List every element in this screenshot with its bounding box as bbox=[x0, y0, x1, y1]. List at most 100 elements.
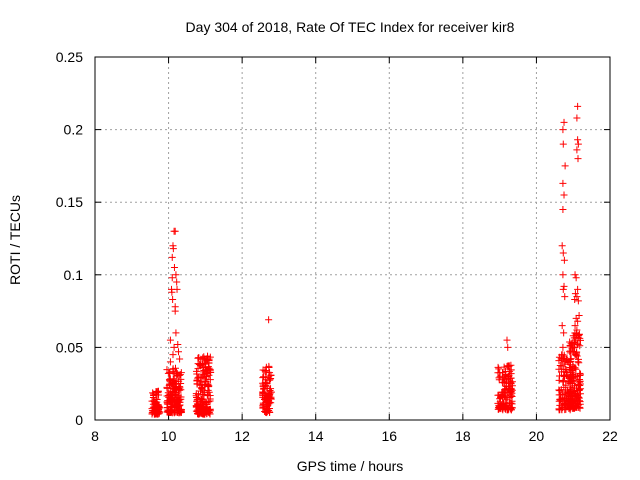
data-point bbox=[507, 370, 515, 378]
data-point bbox=[573, 403, 581, 411]
data-point bbox=[503, 401, 511, 409]
data-point bbox=[559, 285, 567, 293]
data-point bbox=[558, 242, 566, 250]
data-point bbox=[559, 365, 567, 373]
x-tick-label: 10 bbox=[161, 428, 177, 444]
y-axis-tick-labels: 0 0.05 0.1 0.15 0.2 0.25 bbox=[56, 49, 83, 428]
data-point bbox=[504, 343, 512, 351]
data-point bbox=[575, 359, 583, 367]
x-tick-label: 8 bbox=[91, 428, 99, 444]
data-point bbox=[206, 391, 214, 399]
data-point bbox=[569, 343, 577, 351]
data-point bbox=[261, 385, 269, 393]
data-point bbox=[267, 385, 275, 393]
data-point bbox=[177, 375, 185, 383]
data-point bbox=[497, 393, 505, 401]
data-point bbox=[500, 363, 508, 371]
data-point bbox=[574, 102, 582, 110]
data-point bbox=[260, 373, 268, 381]
data-point bbox=[169, 388, 177, 396]
grid bbox=[95, 57, 610, 420]
data-point bbox=[177, 408, 185, 416]
data-point bbox=[567, 385, 575, 393]
data-point bbox=[567, 355, 575, 363]
data-point bbox=[174, 340, 182, 348]
data-point bbox=[498, 369, 506, 377]
data-point bbox=[173, 285, 181, 293]
data-point bbox=[556, 372, 564, 380]
data-point bbox=[197, 374, 205, 382]
data-point bbox=[573, 114, 581, 122]
data-point bbox=[571, 336, 579, 344]
data-point bbox=[566, 349, 574, 357]
data-point bbox=[199, 403, 207, 411]
data-point bbox=[170, 408, 178, 416]
data-point bbox=[494, 363, 502, 371]
data-point bbox=[555, 397, 563, 405]
data-point bbox=[572, 314, 580, 322]
data-point bbox=[561, 293, 569, 301]
data-point bbox=[203, 367, 211, 375]
data-point bbox=[199, 410, 207, 418]
data-point bbox=[571, 295, 579, 303]
data-point bbox=[573, 348, 581, 356]
data-point bbox=[507, 388, 515, 396]
data-point bbox=[496, 395, 504, 403]
data-point bbox=[168, 274, 176, 282]
x-tick-label: 22 bbox=[602, 428, 618, 444]
data-point bbox=[502, 375, 510, 383]
plot-area-border bbox=[94, 56, 611, 421]
data-point bbox=[503, 385, 511, 393]
data-point bbox=[559, 126, 567, 134]
chart-title: Day 304 of 2018, Rate Of TEC Index for r… bbox=[186, 19, 515, 35]
x-tick-label: 18 bbox=[455, 428, 471, 444]
data-point bbox=[558, 322, 566, 330]
data-point bbox=[265, 362, 273, 370]
data-point bbox=[169, 295, 177, 303]
data-point bbox=[560, 191, 568, 199]
data-point bbox=[559, 249, 567, 257]
data-point bbox=[555, 386, 563, 394]
data-point bbox=[560, 118, 568, 126]
x-axis-label: GPS time / hours bbox=[297, 458, 404, 474]
data-point bbox=[149, 393, 157, 401]
x-tick-label: 14 bbox=[308, 428, 324, 444]
data-point bbox=[498, 405, 506, 413]
data-point bbox=[575, 385, 583, 393]
data-point bbox=[574, 136, 582, 144]
data-point bbox=[173, 368, 181, 376]
data-point bbox=[561, 389, 569, 397]
data-point bbox=[163, 398, 171, 406]
data-point bbox=[172, 271, 180, 279]
data-point bbox=[198, 384, 206, 392]
data-point bbox=[556, 401, 564, 409]
data-point bbox=[168, 391, 176, 399]
data-point bbox=[570, 373, 578, 381]
y-tick-label: 0 bbox=[75, 412, 83, 428]
data-point bbox=[571, 290, 579, 298]
data-point bbox=[560, 329, 568, 337]
data-point bbox=[568, 380, 576, 388]
data-point bbox=[560, 282, 568, 290]
data-point bbox=[169, 351, 177, 359]
data-point bbox=[171, 382, 179, 390]
data-point bbox=[199, 368, 207, 376]
data-point bbox=[204, 352, 212, 360]
data-point bbox=[561, 162, 569, 170]
data-point bbox=[204, 380, 212, 388]
x-axis-tick-labels: 8 10 12 14 16 18 20 22 bbox=[91, 428, 618, 444]
data-point bbox=[575, 311, 583, 319]
data-point bbox=[149, 400, 157, 408]
data-point bbox=[202, 366, 210, 374]
data-point bbox=[204, 363, 212, 371]
data-point bbox=[559, 377, 567, 385]
data-point bbox=[556, 362, 564, 370]
x-tick-label: 16 bbox=[381, 428, 397, 444]
data-point bbox=[574, 340, 582, 348]
data-point bbox=[152, 387, 160, 395]
data-point bbox=[574, 297, 582, 305]
data-point bbox=[570, 387, 578, 395]
data-point bbox=[559, 140, 567, 148]
x-tick-label: 20 bbox=[529, 428, 545, 444]
